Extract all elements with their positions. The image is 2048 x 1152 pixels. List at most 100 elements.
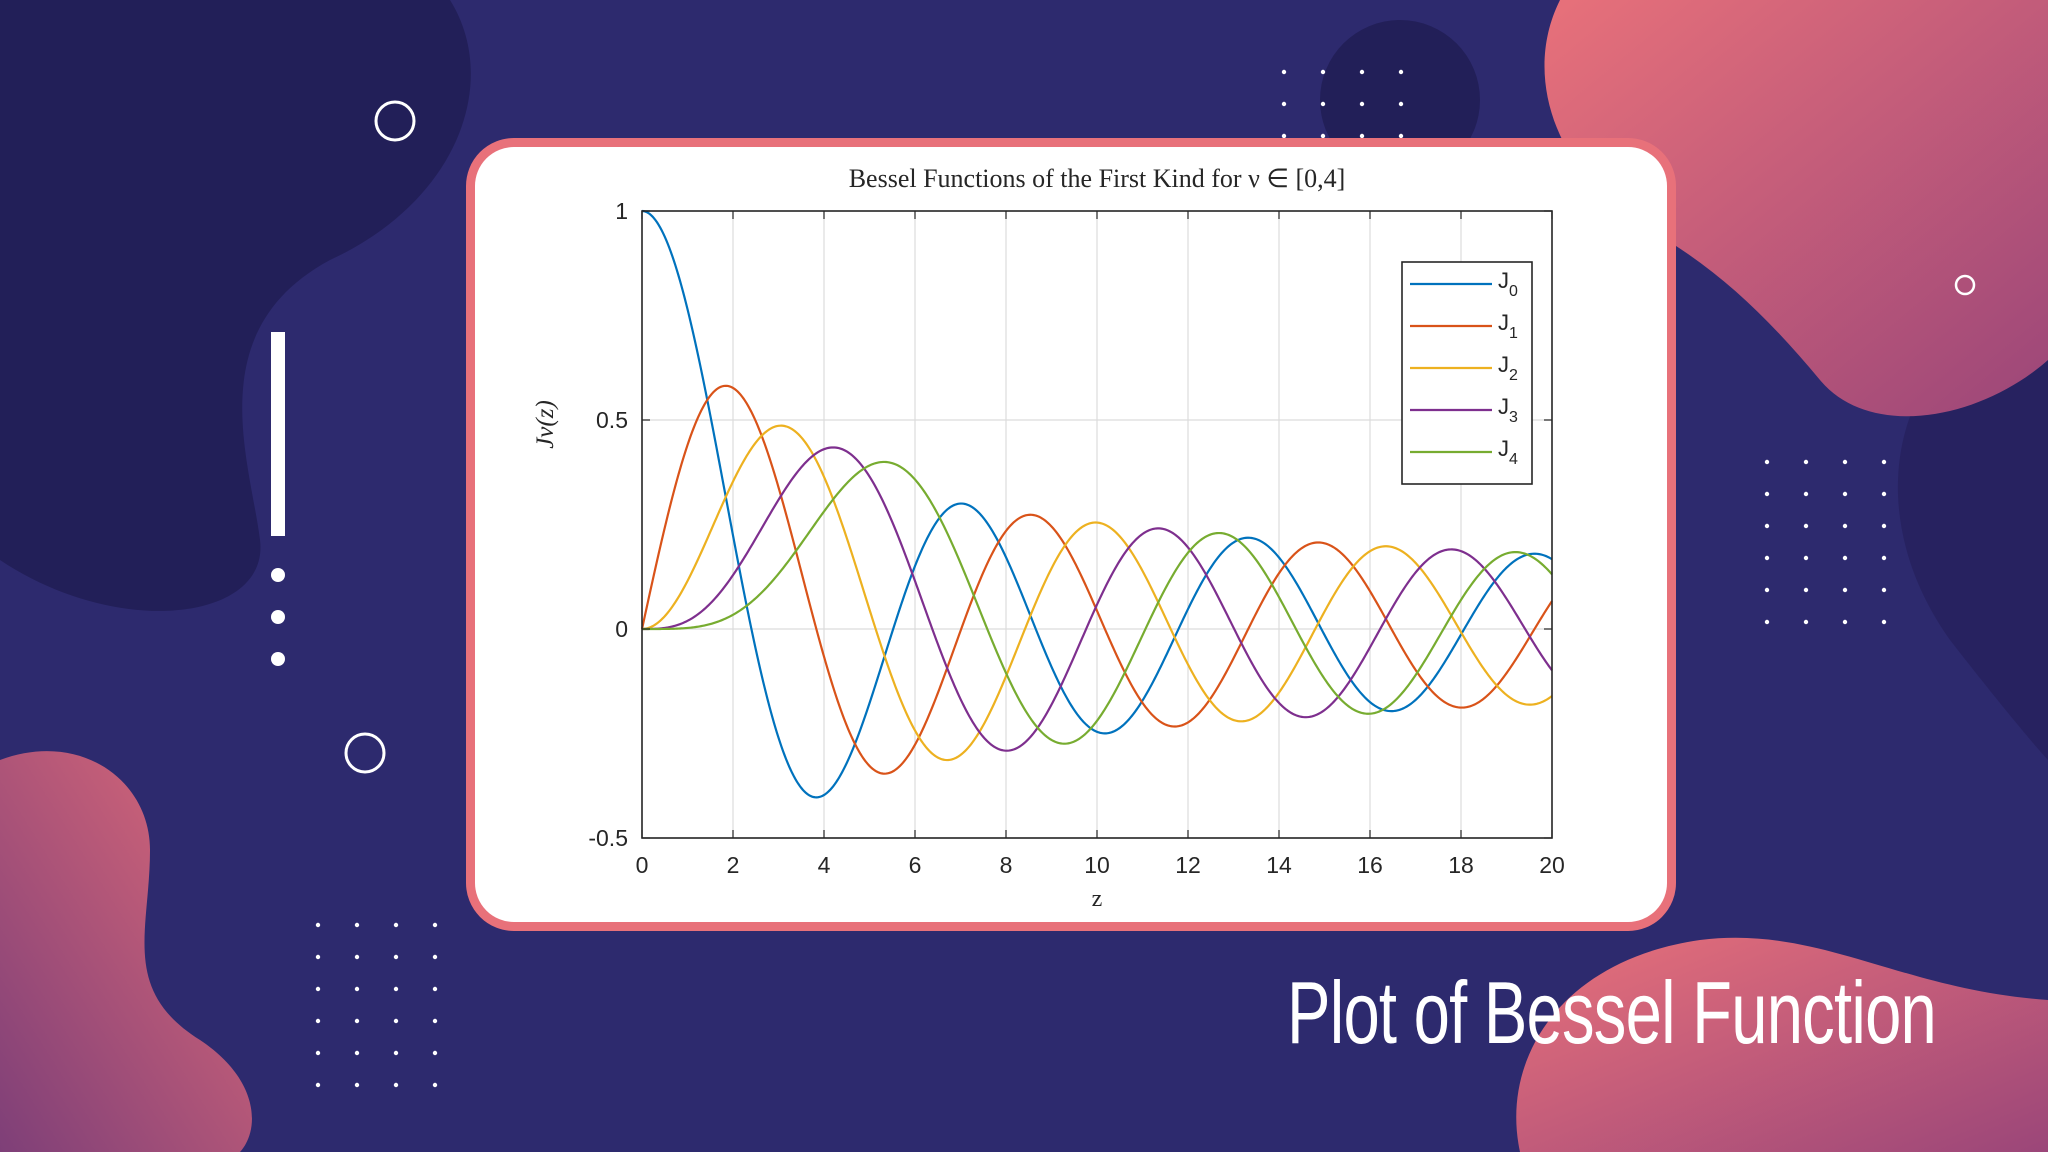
- ticks: 0 2 4 6 8 10 12 14 16 18 20-0.500.51: [588, 198, 1564, 878]
- legend-subscript: 0: [1509, 283, 1518, 300]
- legend-box: [1401, 261, 1533, 485]
- ring-decoration-right: [1954, 274, 1976, 296]
- dot: [432, 1018, 438, 1024]
- dot: [1842, 619, 1848, 625]
- dot: [432, 954, 438, 960]
- dot: [354, 954, 360, 960]
- vertical-bar-decoration: [271, 332, 285, 536]
- dot: [1281, 133, 1287, 139]
- dot: [1803, 491, 1809, 497]
- x-tick-label: 18: [1448, 852, 1474, 878]
- slide-title: Plot of Bessel Function: [1286, 963, 1937, 1062]
- dot: [1359, 101, 1365, 107]
- dot: [1881, 491, 1887, 497]
- dot: [315, 1082, 321, 1088]
- dot: [1803, 587, 1809, 593]
- series-line-j1: [640, 384, 1553, 775]
- dot: [354, 1082, 360, 1088]
- dot: [1881, 555, 1887, 561]
- dot-grid-bottom-left: [315, 922, 438, 1088]
- ring-decoration-top: [374, 100, 416, 142]
- series-line-j0: [641, 209, 1553, 799]
- dot: [393, 1050, 399, 1056]
- x-tick-label: 10: [1084, 852, 1110, 878]
- x-tick-label: 0: [636, 852, 649, 878]
- dot: [315, 1050, 321, 1056]
- dot-decoration-2: [271, 610, 285, 624]
- dot: [1764, 491, 1770, 497]
- dot: [1320, 133, 1326, 139]
- x-tick-label: 4: [818, 852, 831, 878]
- dot: [315, 954, 321, 960]
- dot: [1398, 133, 1404, 139]
- dot: [1764, 555, 1770, 561]
- dot: [354, 1050, 360, 1056]
- x-tick-label: 8: [1000, 852, 1013, 878]
- dot: [1881, 619, 1887, 625]
- dot: [1764, 619, 1770, 625]
- dot: [1803, 523, 1809, 529]
- dot: [315, 922, 321, 928]
- dot: [432, 1050, 438, 1056]
- pink-blob-bottom-right: [1516, 937, 2048, 1152]
- dark-blob-left: [0, 0, 471, 611]
- series-line-j3: [642, 446, 1553, 752]
- dot: [1359, 133, 1365, 139]
- dot: [1764, 523, 1770, 529]
- legend-subscript: 2: [1509, 367, 1518, 384]
- legend-subscript: 4: [1509, 451, 1518, 468]
- dot: [1842, 491, 1848, 497]
- dot: [393, 922, 399, 928]
- x-tick-label: 14: [1266, 852, 1292, 878]
- ring-decoration-bottom: [344, 732, 386, 774]
- dot: [432, 986, 438, 992]
- dot-decoration-1: [271, 568, 285, 582]
- x-tick-label: 12: [1175, 852, 1201, 878]
- dot: [1803, 555, 1809, 561]
- dot: [1764, 587, 1770, 593]
- legend-subscript: 1: [1509, 325, 1518, 342]
- dot: [1281, 69, 1287, 75]
- x-tick-label: 20: [1539, 852, 1565, 878]
- chart-card: 0 2 4 6 8 10 12 14 16 18 20 -0.5 0 0.5 1 Bessel Functi…: [466, 138, 1676, 931]
- dot-decoration-3: [271, 652, 285, 666]
- dot-grid-right: [1764, 459, 1887, 625]
- dot: [1881, 587, 1887, 593]
- dot: [1398, 69, 1404, 75]
- dark-blob-right: [1897, 300, 2048, 760]
- x-tick-label: 16: [1357, 852, 1383, 878]
- dot: [354, 986, 360, 992]
- dot: [1842, 459, 1848, 465]
- dot: [1803, 619, 1809, 625]
- dot: [315, 1018, 321, 1024]
- legend-subscript: 3: [1509, 409, 1518, 426]
- series-line-j2: [641, 424, 1553, 762]
- chart-title: Bessel Functions of the First Kind for ν…: [849, 164, 1346, 193]
- dot: [393, 954, 399, 960]
- y-tick-label: 0.5: [596, 407, 628, 433]
- dot: [1842, 555, 1848, 561]
- dot: [393, 986, 399, 992]
- dot: [1320, 101, 1326, 107]
- pink-blob-top-right: [1544, 0, 2048, 417]
- dot: [1842, 523, 1848, 529]
- dot: [1398, 101, 1404, 107]
- y-tick-label: -0.5: [588, 825, 628, 851]
- x-tick-label: 2: [727, 852, 740, 878]
- y-tick-label: 1: [615, 198, 628, 224]
- dot: [1764, 459, 1770, 465]
- dot: [393, 1082, 399, 1088]
- dot: [1803, 459, 1809, 465]
- x-tick-label: 6: [909, 852, 922, 878]
- plot-frame: [641, 210, 1553, 839]
- curves: [640, 209, 1553, 799]
- dot: [1281, 101, 1287, 107]
- dot: [1881, 523, 1887, 529]
- dot: [1320, 69, 1326, 75]
- dot: [354, 1018, 360, 1024]
- dot: [1359, 69, 1365, 75]
- y-tick-label: 0: [615, 616, 628, 642]
- y-axis-label: Jν(z): [532, 400, 559, 449]
